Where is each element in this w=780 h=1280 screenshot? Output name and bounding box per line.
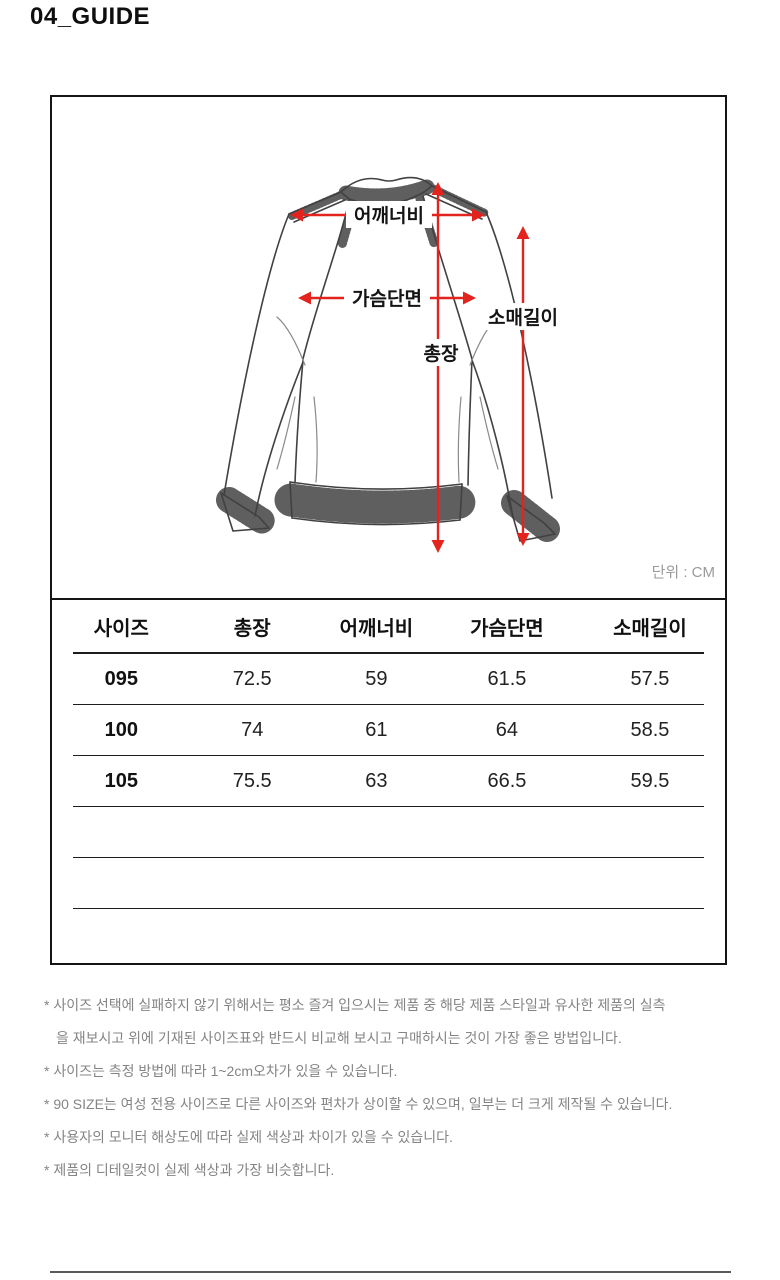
sleeve-length-label: 소매길이 bbox=[488, 307, 558, 329]
table-divider bbox=[73, 652, 704, 654]
table-divider bbox=[73, 755, 704, 756]
cell-total-length: 72.5 bbox=[232, 667, 272, 690]
header-total-length: 총장 bbox=[233, 617, 271, 640]
header-chest-width: 가슴단면 bbox=[470, 617, 544, 640]
cell-sleeve-length: 58.5 bbox=[630, 718, 670, 741]
cell-chest-width: 66.5 bbox=[487, 769, 527, 792]
shoulder-width-label: 어깨너비 bbox=[354, 205, 424, 227]
cell-shoulder-width: 59 bbox=[365, 667, 388, 690]
chest-width-label: 가슴단면 bbox=[352, 288, 422, 310]
sweater-diagram-illustration: 어깨너비 가슴단면 총장 소매길이 bbox=[216, 176, 566, 553]
table-row-empty bbox=[52, 807, 725, 857]
size-table-header-row: 사이즈 총장 어깨너비 가슴단면 소매길이 bbox=[52, 600, 725, 652]
cell-chest-width: 61.5 bbox=[487, 667, 527, 690]
table-row: 100 74 61 64 58.5 bbox=[52, 705, 725, 755]
footnote: * 사용자의 모니터 해상도에 따라 실제 색상과 차이가 있을 수 있습니다. bbox=[44, 1129, 453, 1145]
measurement-diagram: 어깨너비 가슴단면 총장 소매길이 단위 : CM bbox=[52, 97, 725, 600]
cell-size: 100 bbox=[104, 718, 138, 741]
header-sleeve-length: 소매길이 bbox=[613, 617, 687, 640]
size-guide-panel: 어깨너비 가슴단면 총장 소매길이 단위 : CM 사이즈 총장 어깨너비 가슴… bbox=[50, 95, 727, 965]
footnote: * 제품의 디테일컷이 실제 색상과 가장 비슷합니다. bbox=[44, 1162, 335, 1178]
table-row: 095 72.5 59 61.5 57.5 bbox=[52, 654, 725, 704]
bottom-divider bbox=[50, 1271, 731, 1273]
cell-sleeve-length: 57.5 bbox=[630, 667, 670, 690]
size-table: 사이즈 총장 어깨너비 가슴단면 소매길이 095 72.5 59 61.5 5… bbox=[52, 600, 725, 963]
table-divider bbox=[73, 857, 704, 858]
footnote: * 사이즈는 측정 방법에 따라 1~2cm오차가 있을 수 있습니다. bbox=[44, 1063, 398, 1079]
table-divider bbox=[73, 806, 704, 807]
cell-size: 095 bbox=[104, 667, 138, 690]
header-size: 사이즈 bbox=[93, 617, 149, 640]
total-length-label: 총장 bbox=[424, 343, 459, 365]
footnote: * 90 SIZE는 여성 전용 사이즈로 다른 사이즈와 편차가 상이할 수 … bbox=[44, 1096, 673, 1112]
unit-label: 단위 : CM bbox=[651, 564, 715, 581]
footnotes: * 사이즈 선택에 실패하지 않기 위해서는 평소 즐겨 입으시는 제품 중 해… bbox=[44, 989, 750, 1187]
table-empty-space bbox=[52, 909, 725, 963]
cell-sleeve-length: 59.5 bbox=[630, 769, 670, 792]
footnote: * 사이즈 선택에 실패하지 않기 위해서는 평소 즐겨 입으시는 제품 중 해… bbox=[44, 997, 666, 1013]
cell-total-length: 75.5 bbox=[232, 769, 272, 792]
page-title: 04_GUIDE bbox=[30, 3, 151, 30]
cell-size: 105 bbox=[104, 769, 138, 792]
cell-chest-width: 64 bbox=[495, 718, 519, 741]
cell-shoulder-width: 61 bbox=[365, 718, 388, 741]
measurement-arrows bbox=[290, 182, 530, 553]
table-divider bbox=[73, 704, 704, 705]
cell-total-length: 74 bbox=[241, 718, 264, 741]
cell-shoulder-width: 63 bbox=[365, 769, 388, 792]
table-divider bbox=[73, 908, 704, 909]
table-row-empty bbox=[52, 858, 725, 908]
table-row: 105 75.5 63 66.5 59.5 bbox=[52, 756, 725, 806]
footnote: 을 재보시고 위에 기재된 사이즈표와 반드시 비교해 보시고 구매하시는 것이… bbox=[56, 1030, 622, 1046]
header-shoulder-width: 어깨너비 bbox=[339, 617, 414, 640]
